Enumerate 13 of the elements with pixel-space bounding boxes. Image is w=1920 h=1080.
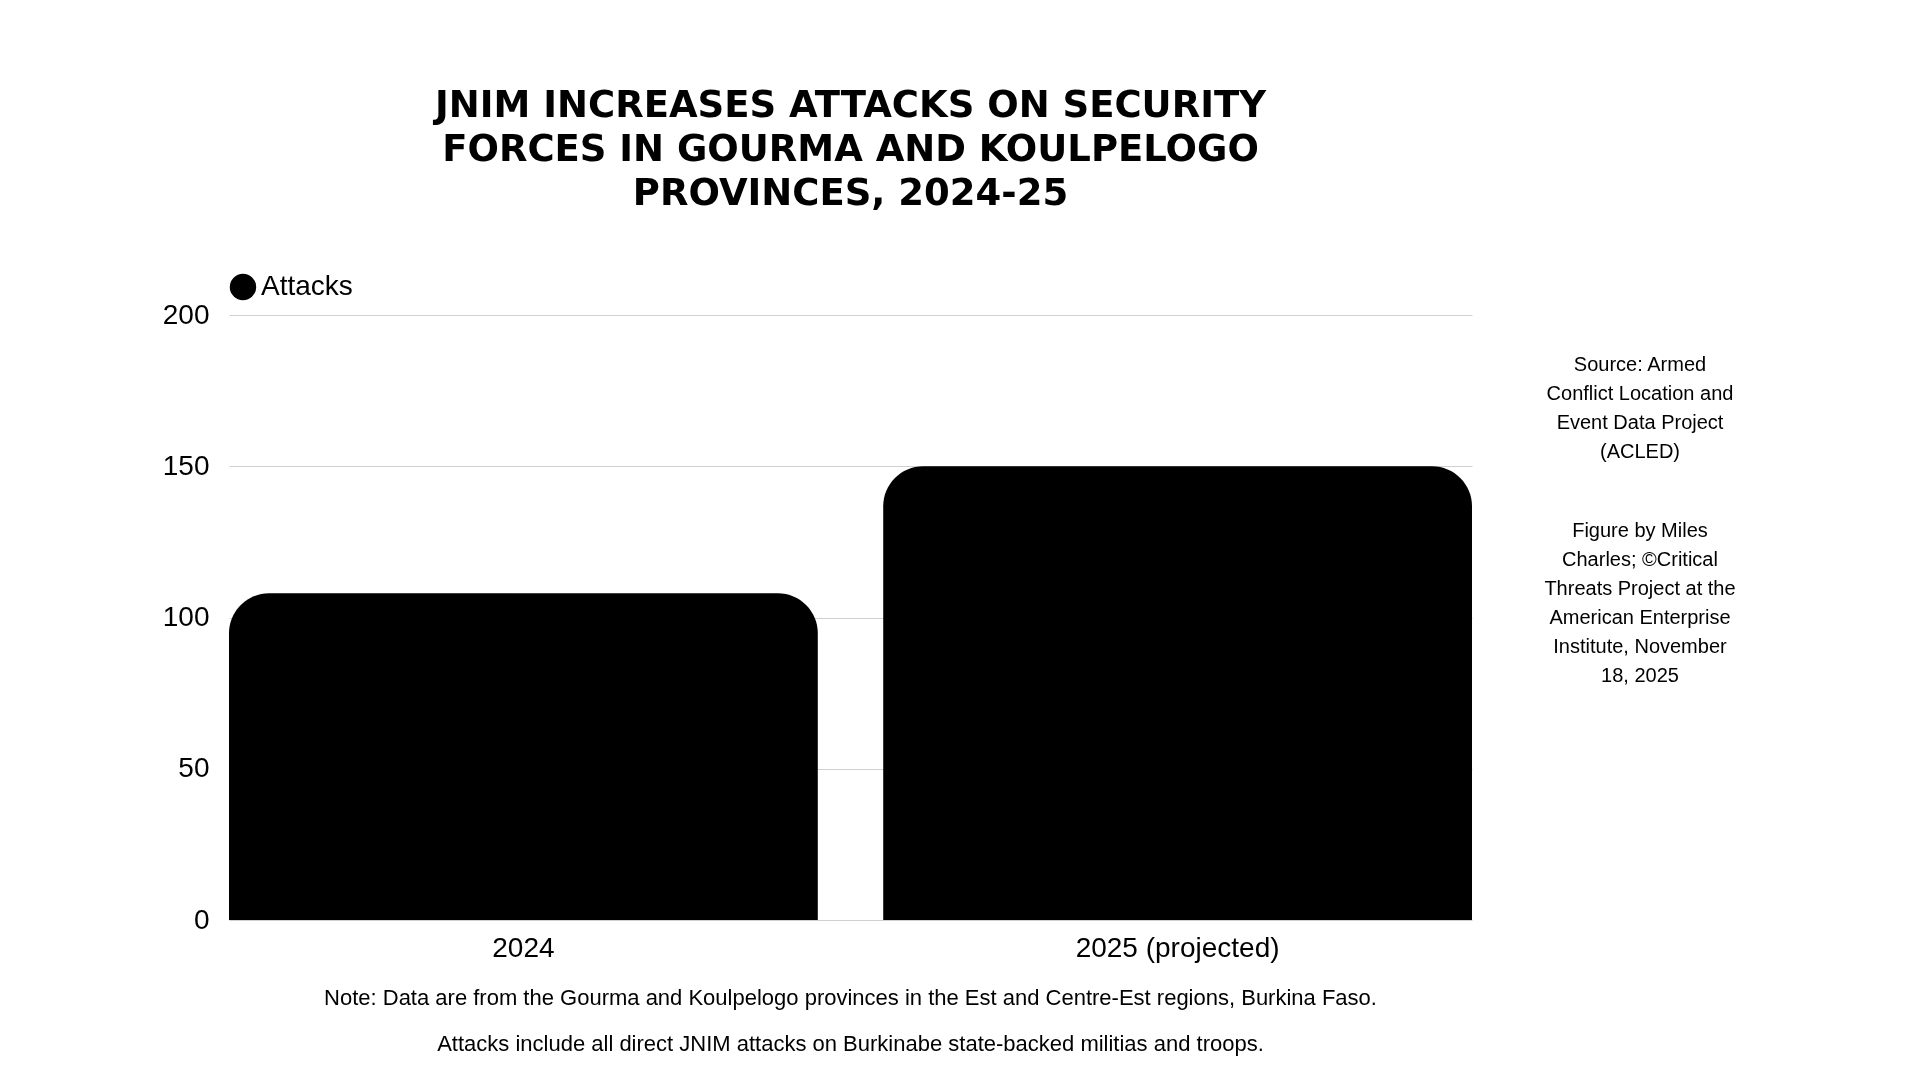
y-tick-label: 50	[178, 752, 210, 784]
legend-label: Attacks	[261, 270, 353, 301]
x-tick-label: 2025 (projected)	[1075, 931, 1280, 963]
y-tick-label: 100	[162, 601, 210, 632]
text: Note: Data are from the Gourma and Koulpelogo provinces in the Est and Centre-Est regions, Burkina Faso.	[323, 984, 1378, 1012]
x-tick-label: 2024	[492, 931, 555, 963]
y-tick-label: 150	[162, 449, 210, 481]
chart-title: JNIM INCREASES ATTACKS ON SECURITY FORCES IN GOURMA AND KOULPELOGO PROVINCES, 2024-25	[432, 83, 1268, 214]
text: Figure by Miles Charles; ©Critical Threats Project at the American Enterprise Institute, November 18, 2025	[1543, 518, 1737, 688]
y-tick-label: 200	[162, 298, 210, 330]
text: Attacks include all direct JNIM attacks on Burkinabe state-backed militias and troops.	[436, 1030, 1265, 1058]
y-tick-label: 0	[193, 903, 210, 935]
source-note: Source: Armed Conflict Location and Event Data Project (ACLED)	[1545, 352, 1735, 464]
